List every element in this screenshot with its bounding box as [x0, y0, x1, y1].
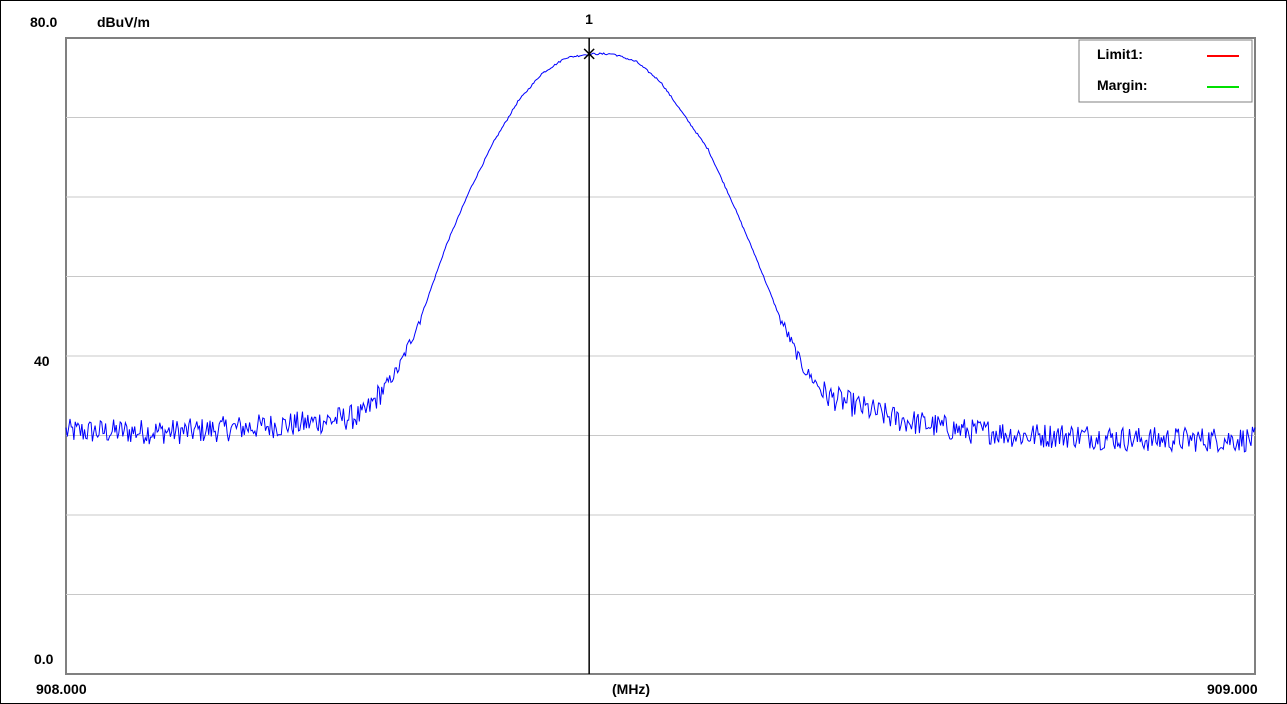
legend: Limit1: Margin:: [1078, 39, 1253, 103]
y-tick-label-bottom: 0.0: [34, 651, 54, 667]
legend-label-margin: Margin:: [1097, 77, 1148, 93]
legend-label-limit1: Limit1:: [1097, 46, 1143, 62]
x-tick-label-left: 908.000: [36, 681, 87, 697]
x-tick-label-right: 909.000: [1207, 681, 1258, 697]
trace-layer: [65, 52, 1256, 454]
x-axis-unit-label: (MHz): [612, 681, 650, 697]
marker-layer: 1: [583, 11, 595, 674]
series-line: [65, 52, 1256, 454]
marker-label: 1: [585, 11, 593, 27]
marker-cross-icon: [583, 48, 595, 60]
y-tick-label-top: 80.0: [30, 14, 57, 30]
y-tick-label-mid: 40: [34, 353, 50, 369]
y-axis-unit-label: dBuV/m: [97, 14, 150, 30]
grid-lines: [66, 117, 1255, 595]
legend-box: [1078, 39, 1253, 103]
